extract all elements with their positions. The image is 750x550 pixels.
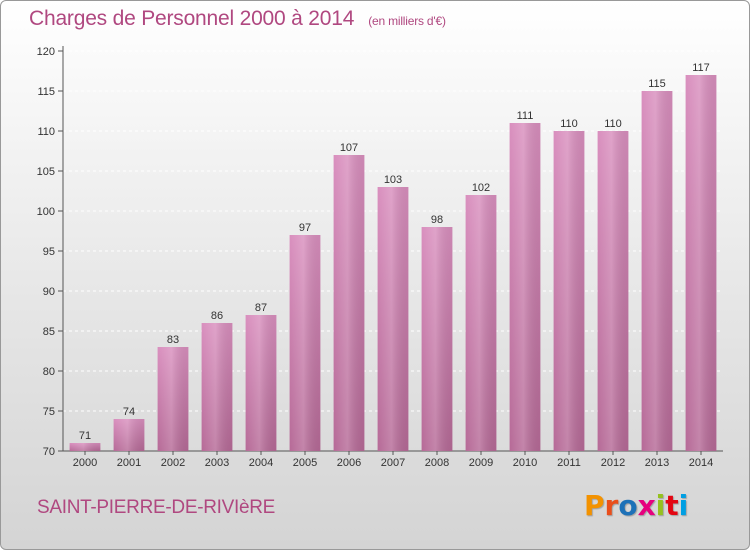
y-tick-label: 95 — [43, 246, 55, 258]
bar-sheen — [201, 323, 233, 451]
data-label: 71 — [79, 430, 91, 442]
logo-letter: i — [655, 489, 666, 522]
bar-sheen — [113, 419, 145, 451]
data-label: 97 — [299, 222, 311, 234]
x-tick-label: 2010 — [513, 457, 537, 469]
bars — [69, 75, 717, 451]
logo-letter: i — [678, 489, 689, 522]
logo-letter: t — [665, 489, 679, 522]
data-label: 103 — [384, 174, 402, 186]
y-tick-label: 70 — [43, 446, 55, 458]
x-tick-label: 2005 — [293, 457, 317, 469]
x-tick-label: 2014 — [689, 457, 713, 469]
bar-sheen — [377, 187, 409, 451]
logo-letter: x — [637, 489, 656, 522]
data-label: 83 — [167, 334, 179, 346]
data-label: 115 — [648, 78, 666, 90]
bar-sheen — [641, 91, 673, 451]
y-tick-label: 90 — [43, 286, 55, 298]
y-tick-label: 85 — [43, 326, 55, 338]
y-tick-label: 75 — [43, 406, 55, 418]
y-tick-label: 110 — [37, 126, 55, 138]
bar-sheen — [157, 347, 189, 451]
y-tick-label: 105 — [37, 166, 55, 178]
x-tick-label: 2003 — [205, 457, 229, 469]
x-tick-label: 2004 — [249, 457, 273, 469]
bar-sheen — [553, 131, 585, 451]
data-label: 110 — [560, 118, 578, 130]
data-label: 111 — [517, 110, 534, 122]
title-text: Charges de Personnel 2000 à 2014 — [29, 7, 355, 30]
y-tick-label: 120 — [37, 46, 55, 58]
data-label: 117 — [692, 62, 710, 74]
bar-sheen — [597, 131, 629, 451]
chart-subtitle: (en milliers d'€) — [368, 14, 446, 28]
logo-letter: r — [604, 489, 619, 522]
bar-sheen — [509, 123, 541, 451]
x-tick-label: 2009 — [469, 457, 493, 469]
x-tick-label: 2000 — [73, 457, 97, 469]
x-tick-label: 2001 — [117, 457, 141, 469]
data-label: 86 — [211, 310, 223, 322]
proxiti-logo[interactable]: Proxiti — [584, 489, 688, 522]
x-tick-label: 2007 — [381, 457, 405, 469]
commune-name: SAINT-PIERRE-DE-RIVIèRE — [37, 497, 276, 518]
x-tick-label: 2006 — [337, 457, 361, 469]
y-tick-label: 100 — [37, 206, 55, 218]
data-label: 98 — [431, 214, 443, 226]
labels: 70 75 80 85 90 95 100 105 110 115 120 71 2000 74 2001 8… — [37, 46, 714, 469]
x-tick-label: 2002 — [161, 457, 185, 469]
logo-letter: P — [584, 489, 605, 522]
x-tick-label: 2011 — [557, 457, 581, 469]
y-tick-label: 115 — [37, 86, 55, 98]
x-tick-label: 2013 — [645, 457, 669, 469]
x-tick-label: 2012 — [601, 457, 625, 469]
data-label: 107 — [340, 142, 358, 154]
x-tick-label: 2008 — [425, 457, 449, 469]
bar-sheen — [465, 195, 497, 451]
bar-sheen — [685, 75, 717, 451]
bar-sheen — [289, 235, 321, 451]
bar-sheen — [69, 443, 101, 451]
data-label: 102 — [472, 182, 490, 194]
chart-title: Charges de Personnel 2000 à 2014 (en mill… — [29, 7, 446, 31]
bar-sheen — [245, 315, 277, 451]
y-tick-label: 80 — [43, 366, 55, 378]
data-label: 74 — [123, 406, 135, 418]
data-label: 110 — [604, 118, 622, 130]
bar-sheen — [333, 155, 365, 451]
bar-sheen — [421, 227, 453, 451]
data-label: 87 — [255, 302, 267, 314]
logo-letter: o — [618, 489, 638, 522]
